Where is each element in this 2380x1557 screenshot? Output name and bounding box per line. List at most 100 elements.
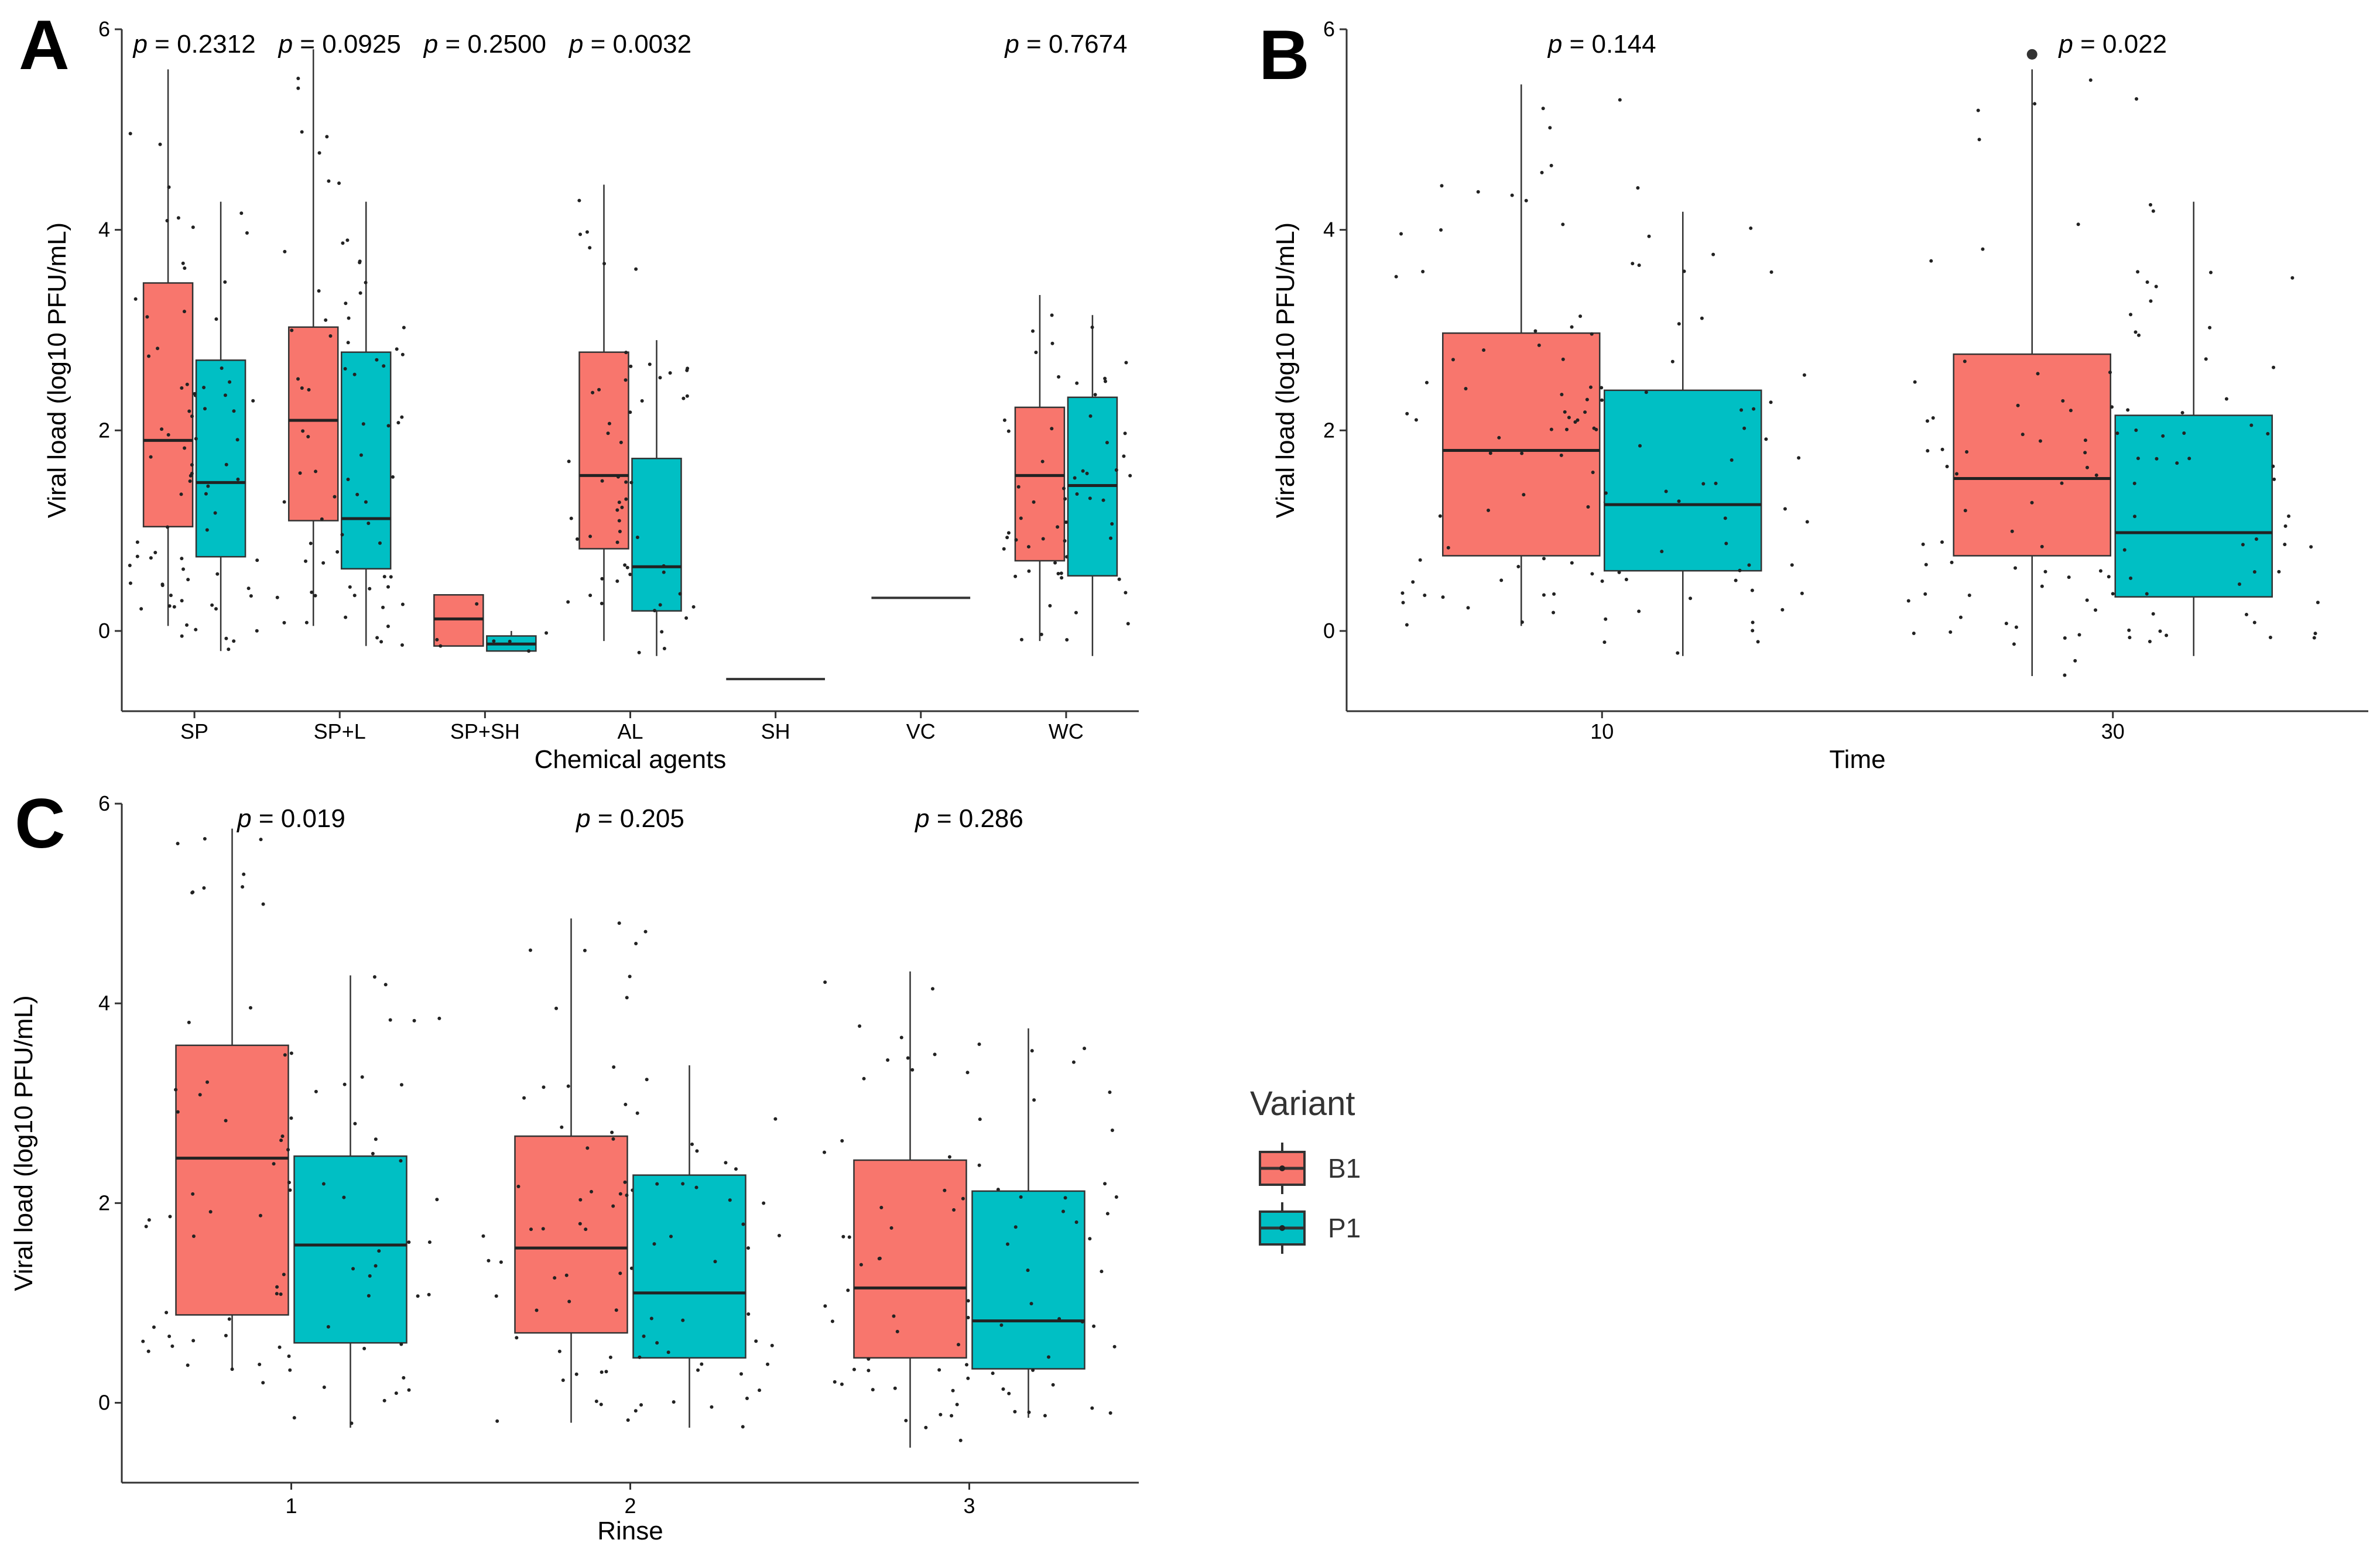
jitter-point-p1-30 [2313, 632, 2317, 636]
jitter-point-p1-2 [741, 1222, 745, 1226]
jitter-point-b1-30 [1945, 464, 1949, 468]
panel-letter-a: A [19, 6, 70, 84]
jitter-point-b1-10 [1637, 609, 1641, 613]
jitter-point-b1-al [606, 431, 610, 435]
jitter-point-p1-10 [1578, 314, 1583, 318]
jitter-point-p1-30 [2129, 313, 2133, 317]
jitter-point-b1-3 [947, 1155, 951, 1159]
jitter-point-b1-3 [977, 1042, 981, 1047]
jitter-point-b1-3 [867, 1369, 871, 1373]
jitter-point-p1-10 [1797, 456, 1801, 460]
jitter-point-p1-sp-plus-l [402, 325, 406, 330]
jitter-point-p1-sp [185, 623, 189, 627]
jitter-point-p1-30 [2107, 575, 2111, 579]
p-value-text: = 0.0925 [293, 30, 401, 59]
jitter-point-b1-1 [174, 1088, 178, 1092]
jitter-point-p1-2 [655, 1341, 659, 1345]
jitter-point-b1-10 [1600, 579, 1604, 583]
jitter-point-b1-2 [625, 996, 629, 1000]
y-axis-title: Viral load (log10 PFU/mL) [9, 995, 38, 1291]
jitter-point-b1-2 [628, 975, 632, 979]
jitter-point-p1-10 [1573, 420, 1577, 424]
jitter-point-p1-al [660, 630, 664, 634]
jitter-point-b1-30 [1958, 615, 1963, 619]
jitter-point-p1-sp [187, 409, 191, 413]
jitter-point-b1-30 [1977, 138, 1981, 142]
jitter-point-p1-sp-plus-l [389, 575, 393, 579]
jitter-point-p1-wc [1109, 536, 1113, 540]
jitter-point-p1-3 [1032, 1098, 1036, 1102]
x-tick-label-3: 3 [963, 1494, 975, 1518]
jitter-point-b1-1 [208, 1210, 213, 1214]
jitter-point-p1-sp-plus-l [396, 421, 400, 425]
jitter-point-p1-wc [1103, 379, 1107, 383]
jitter-point-p1-sp-plus-l [355, 492, 359, 496]
jitter-point-b1-wc [1056, 525, 1060, 529]
jitter-point-p1-30 [2209, 270, 2213, 275]
jitter-point-b1-sp-plus-l [300, 386, 304, 390]
jitter-point-b1-sp-plus-l [282, 500, 286, 504]
jitter-point-p1-2 [741, 1425, 745, 1429]
jitter-point-b1-al [615, 540, 619, 544]
jitter-point-p1-10 [1723, 516, 1727, 520]
p-value-sp-plus-sh: p = 0.2500 [423, 30, 546, 59]
jitter-point-p1-sp [220, 366, 224, 370]
jitter-point-p1-10 [1576, 418, 1580, 422]
jitter-point-b1-3 [910, 1068, 915, 1072]
jitter-point-b1-30 [1921, 542, 1925, 546]
jitter-point-p1-3 [1007, 1391, 1011, 1395]
jitter-point-p1-10 [1586, 505, 1590, 509]
jitter-point-b1-10 [1520, 620, 1524, 624]
jitter-point-p1-30 [2149, 203, 2153, 207]
p-symbol: p [1004, 30, 1019, 59]
jitter-point-b1-3 [859, 1263, 863, 1267]
jitter-point-p1-al [682, 396, 686, 400]
p-symbol: p [914, 804, 929, 833]
x-tick-label-30: 30 [2101, 719, 2125, 743]
jitter-point-p1-sp [223, 393, 227, 397]
jitter-point-b1-3 [965, 1363, 969, 1367]
x-tick-label-vc: VC [906, 719, 936, 743]
jitter-point-p1-3 [1088, 1237, 1092, 1241]
jitter-point-p1-3 [1074, 1220, 1078, 1224]
jitter-point-p1-sp-plus-l [391, 475, 395, 479]
jitter-point-b1-30 [1948, 630, 1953, 634]
jitter-point-p1-2 [746, 1312, 751, 1316]
p-value-text: = 0.205 [591, 804, 684, 833]
jitter-point-b1-30 [2069, 409, 2073, 413]
jitter-point-p1-10 [1769, 270, 1773, 274]
y-tick-label: 0 [98, 1391, 110, 1415]
panel-b-plot: 0 2 4 6 10 30 Time Viral load (log10 PFU/mL) p =… [1271, 17, 2368, 774]
jitter-point-p1-wc [1059, 571, 1063, 575]
jitter-point-b1-wc [1002, 418, 1006, 422]
jitter-point-p1-3 [939, 1412, 943, 1417]
jitter-point-b1-2 [528, 948, 532, 952]
p-symbol: p [132, 30, 147, 59]
jitter-point-p1-sp [214, 317, 218, 321]
jitter-point-b1-wc [1006, 531, 1011, 535]
jitter-point-p1-al [648, 362, 652, 366]
jitter-point-b1-3 [840, 1138, 844, 1143]
jitter-point-b1-10 [1583, 410, 1587, 414]
jitter-point-p1-3 [1114, 1195, 1118, 1199]
jitter-point-b1-10 [1540, 170, 1544, 174]
jitter-point-b1-3 [886, 1058, 890, 1062]
jitter-point-p1-2 [624, 1102, 628, 1106]
jitter-point-b1-10 [1590, 332, 1594, 336]
jitter-point-p1-sp [210, 603, 214, 607]
jitter-point-p1-sp [245, 231, 249, 235]
jitter-point-b1-sp [167, 185, 171, 189]
jitter-point-p1-30 [2111, 592, 2115, 596]
jitter-point-p1-1 [321, 1182, 326, 1186]
jitter-point-b1-sp [139, 607, 143, 611]
jitter-point-b1-30 [1965, 450, 1969, 454]
jitter-point-p1-10 [1730, 458, 1734, 462]
jitter-point-b1-1 [144, 1225, 148, 1229]
jitter-point-p1-30 [2266, 432, 2270, 436]
jitter-point-p1-sp-plus-l [335, 550, 340, 554]
y-tick-label: 4 [98, 991, 110, 1015]
jitter-point-b1-sp-plus-l [306, 435, 310, 439]
jitter-point-p1-al [685, 368, 689, 372]
y-tick-label: 6 [98, 17, 110, 41]
